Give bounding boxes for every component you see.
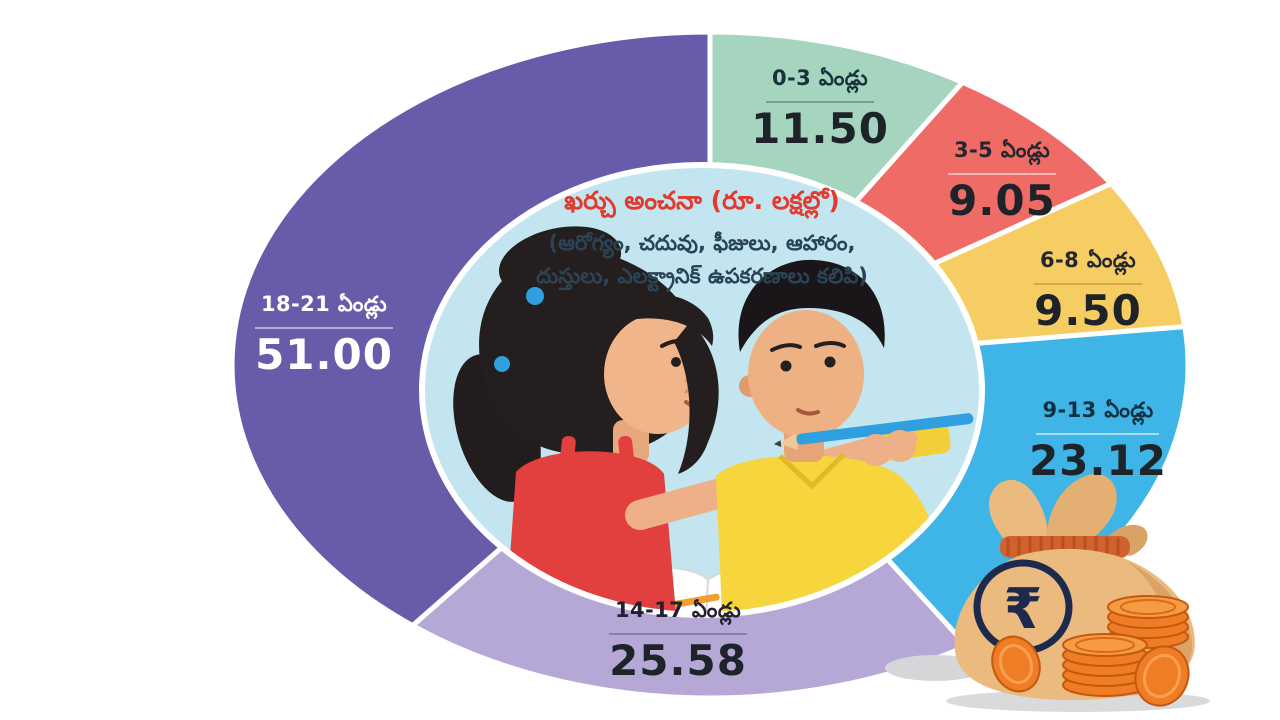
- coin-icon: [991, 635, 1041, 693]
- hair-tie-icon: [526, 287, 544, 305]
- rupee-icon: ₹: [1004, 577, 1043, 642]
- photo-rim: [419, 162, 985, 618]
- coin-icon: [1134, 645, 1190, 707]
- coin-stack-icon: [1062, 633, 1148, 697]
- hair-tie-icon: [494, 356, 510, 372]
- pencil-icon: [773, 413, 974, 451]
- money-bag-icon: ₹: [885, 473, 1210, 712]
- coin-stack-icon: [1107, 595, 1189, 649]
